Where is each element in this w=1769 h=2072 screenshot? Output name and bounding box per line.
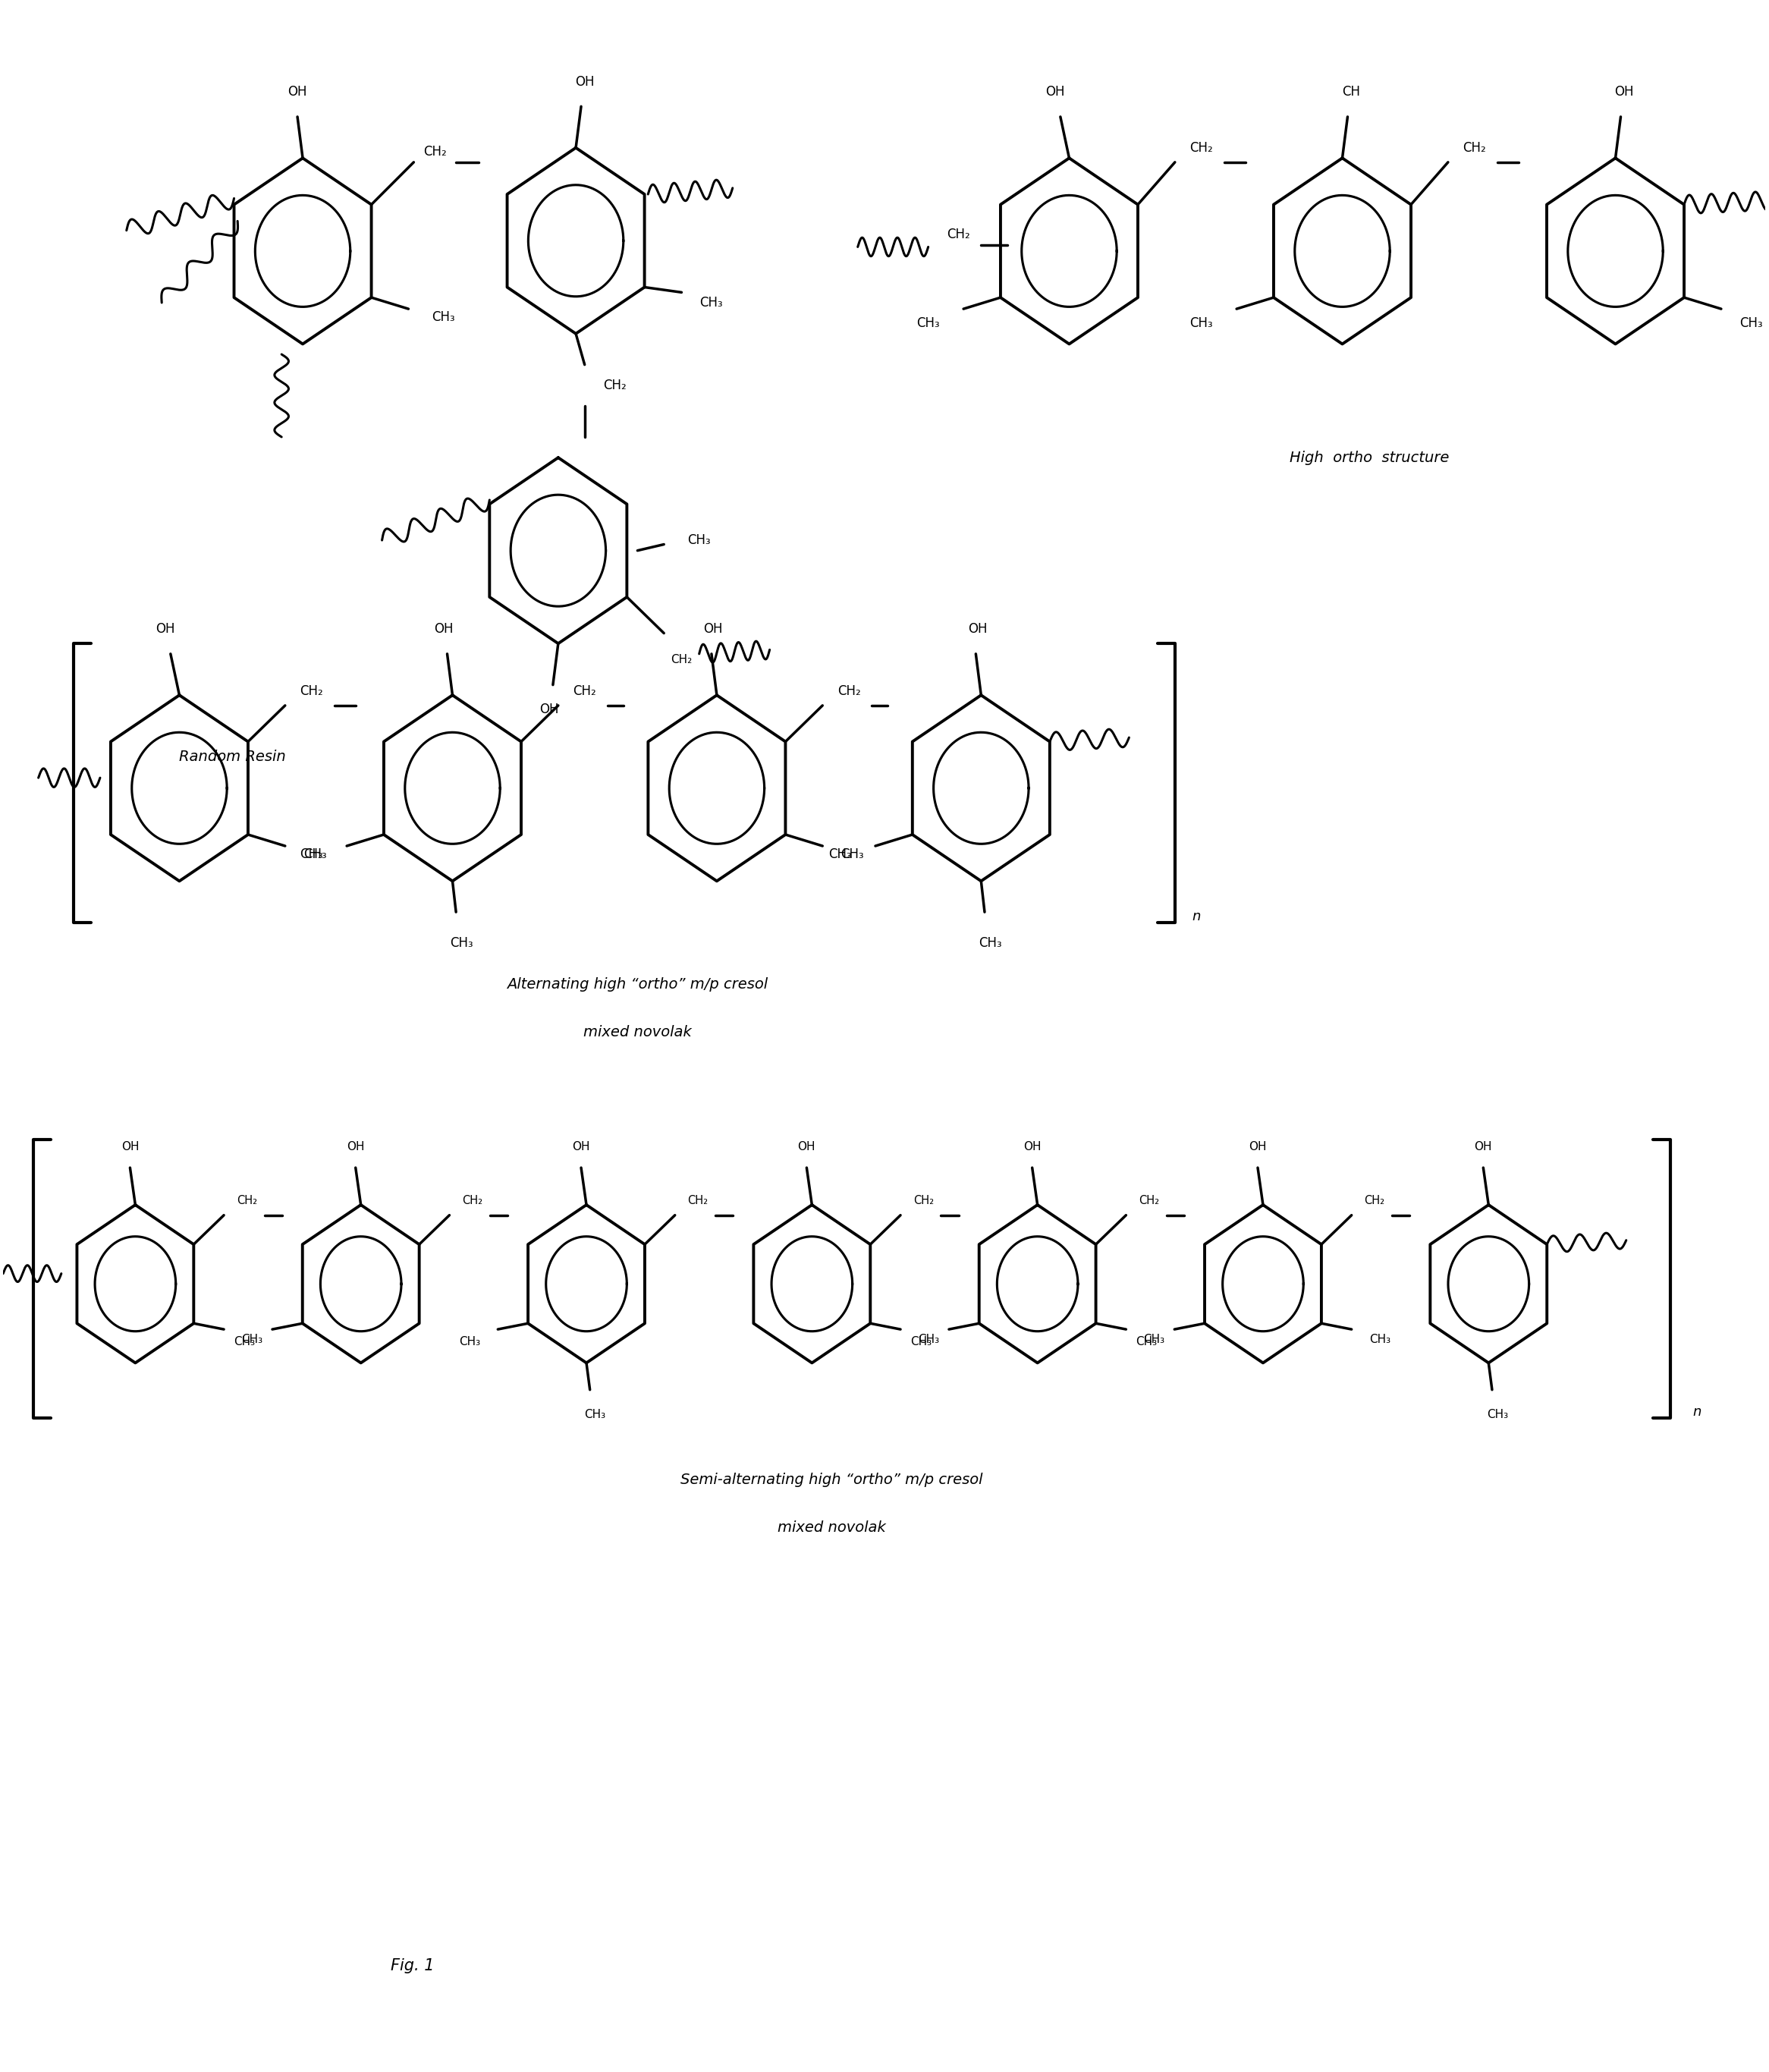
Text: Fig. 1: Fig. 1 [391, 1958, 435, 1973]
Text: Semi-alternating high “ortho” m/p cresol: Semi-alternating high “ortho” m/p cresol [679, 1473, 982, 1488]
Text: CH₃: CH₃ [916, 317, 939, 329]
Text: CH₃: CH₃ [701, 296, 724, 309]
Text: CH₃: CH₃ [241, 1334, 264, 1345]
Text: OH: OH [433, 622, 453, 636]
Text: OH: OH [1615, 85, 1635, 99]
Text: Random Resin: Random Resin [179, 750, 287, 765]
Text: mixed novolak: mixed novolak [584, 1026, 692, 1038]
Text: CH₂: CH₂ [301, 684, 324, 698]
Text: OH: OH [1249, 1142, 1267, 1152]
Text: CH₃: CH₃ [234, 1336, 255, 1347]
Text: CH₂: CH₂ [237, 1196, 257, 1206]
Text: OH: OH [968, 622, 987, 636]
Text: CH₂: CH₂ [603, 379, 626, 392]
Text: CH₂: CH₂ [423, 145, 446, 160]
Text: OH: OH [156, 622, 175, 636]
Text: CH₂: CH₂ [462, 1196, 483, 1206]
Text: CH₃: CH₃ [1369, 1334, 1390, 1345]
Text: CH₃: CH₃ [828, 847, 851, 862]
Text: OH: OH [1474, 1142, 1493, 1152]
Text: OH: OH [1045, 85, 1065, 99]
Text: CH₂: CH₂ [1364, 1196, 1385, 1206]
Text: OH: OH [120, 1142, 140, 1152]
Text: CH₂: CH₂ [837, 684, 860, 698]
Text: n: n [1693, 1405, 1702, 1419]
Text: OH: OH [704, 622, 724, 636]
Text: CH₃: CH₃ [449, 937, 472, 949]
Text: CH₃: CH₃ [688, 533, 711, 547]
Text: CH₂: CH₂ [946, 228, 969, 240]
Text: CH₂: CH₂ [1191, 141, 1214, 155]
Text: CH₃: CH₃ [918, 1334, 939, 1345]
Text: CH₂: CH₂ [670, 655, 692, 665]
Text: OH: OH [1022, 1142, 1042, 1152]
Text: CH₂: CH₂ [1463, 141, 1486, 155]
Text: CH₃: CH₃ [301, 847, 324, 862]
Text: n: n [1192, 910, 1201, 922]
Text: CH₂: CH₂ [913, 1196, 934, 1206]
Text: CH₃: CH₃ [1739, 317, 1762, 329]
Text: mixed novolak: mixed novolak [777, 1521, 886, 1535]
Text: CH₃: CH₃ [1486, 1409, 1507, 1419]
Text: OH: OH [540, 702, 559, 717]
Text: OH: OH [798, 1142, 816, 1152]
Text: CH: CH [1343, 85, 1360, 99]
Text: Alternating high “ortho” m/p cresol: Alternating high “ortho” m/p cresol [508, 978, 768, 992]
Text: High  ortho  structure: High ortho structure [1290, 450, 1449, 464]
Text: CH₃: CH₃ [909, 1336, 932, 1347]
Text: CH₃: CH₃ [1143, 1334, 1164, 1345]
Text: CH₃: CH₃ [304, 847, 327, 862]
Text: CH₃: CH₃ [432, 311, 455, 323]
Text: CH₂: CH₂ [573, 684, 596, 698]
Text: OH: OH [575, 75, 594, 89]
Text: CH₃: CH₃ [1191, 317, 1214, 329]
Text: CH₃: CH₃ [458, 1336, 481, 1347]
Text: CH₃: CH₃ [1136, 1336, 1157, 1347]
Text: OH: OH [571, 1142, 591, 1152]
Text: CH₂: CH₂ [1139, 1196, 1159, 1206]
Text: OH: OH [347, 1142, 364, 1152]
Text: CH₃: CH₃ [840, 847, 863, 862]
Text: CH₂: CH₂ [688, 1196, 708, 1206]
Text: CH₃: CH₃ [584, 1409, 605, 1419]
Text: CH₃: CH₃ [978, 937, 1001, 949]
Text: OH: OH [288, 85, 308, 99]
